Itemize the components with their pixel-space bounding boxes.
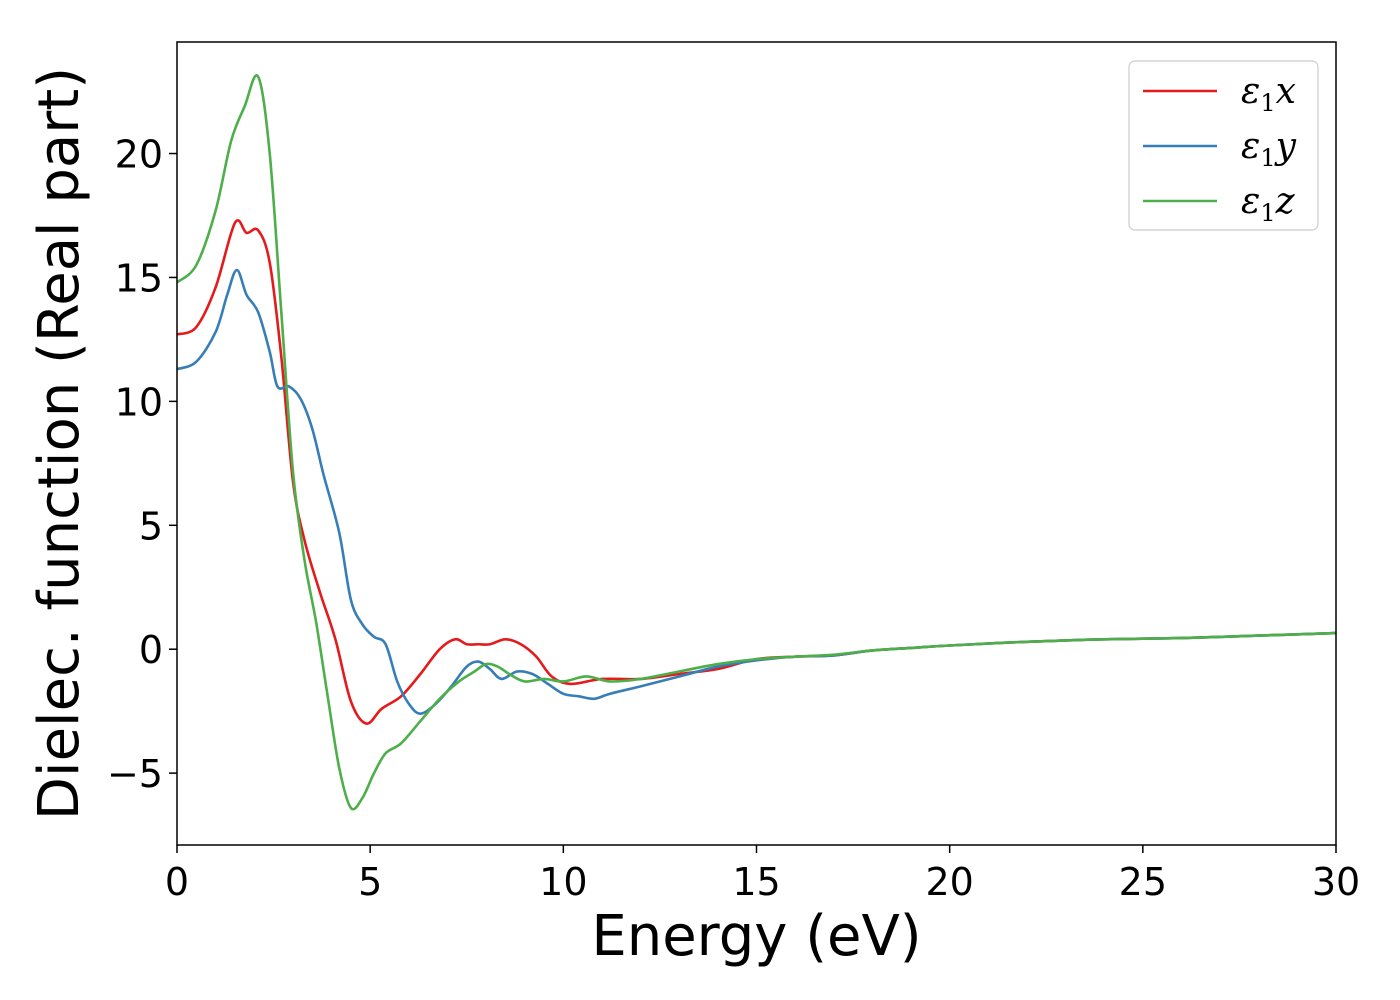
y-tick-label: 20: [115, 133, 163, 177]
x-tick-label: 5: [358, 860, 382, 904]
legend: ε1x ε1y ε1z: [1128, 60, 1319, 231]
y-tick-label: 10: [115, 380, 163, 424]
legend-label: ε1z: [1241, 181, 1296, 227]
legend-label: ε1y: [1241, 126, 1297, 172]
legend-box: [1128, 60, 1319, 231]
y-tick-label: 5: [139, 504, 163, 548]
y-tick-label: 15: [115, 256, 163, 300]
y-axis: −5 0 5 10 15 20: [107, 133, 177, 796]
x-tick-label: 10: [539, 860, 587, 904]
series-line-x: [177, 219, 1336, 725]
x-tick-label: 30: [1312, 860, 1360, 904]
x-axis-title: Energy (eV): [591, 904, 921, 969]
x-tick-label: 25: [1119, 860, 1167, 904]
y-tick-label: 0: [139, 628, 163, 672]
series-line-z: [177, 73, 1336, 811]
x-axis: 0 5 10 15 20 25 30: [165, 845, 1360, 904]
series-layer: [177, 73, 1336, 811]
legend-label: ε1x: [1241, 71, 1296, 117]
x-tick-label: 15: [732, 860, 780, 904]
y-axis-title: Dielec. function (Real part): [27, 67, 92, 820]
x-tick-label: 20: [925, 860, 973, 904]
series-line-y: [177, 268, 1336, 715]
y-tick-label: −5: [107, 752, 163, 796]
x-tick-label: 0: [165, 860, 189, 904]
